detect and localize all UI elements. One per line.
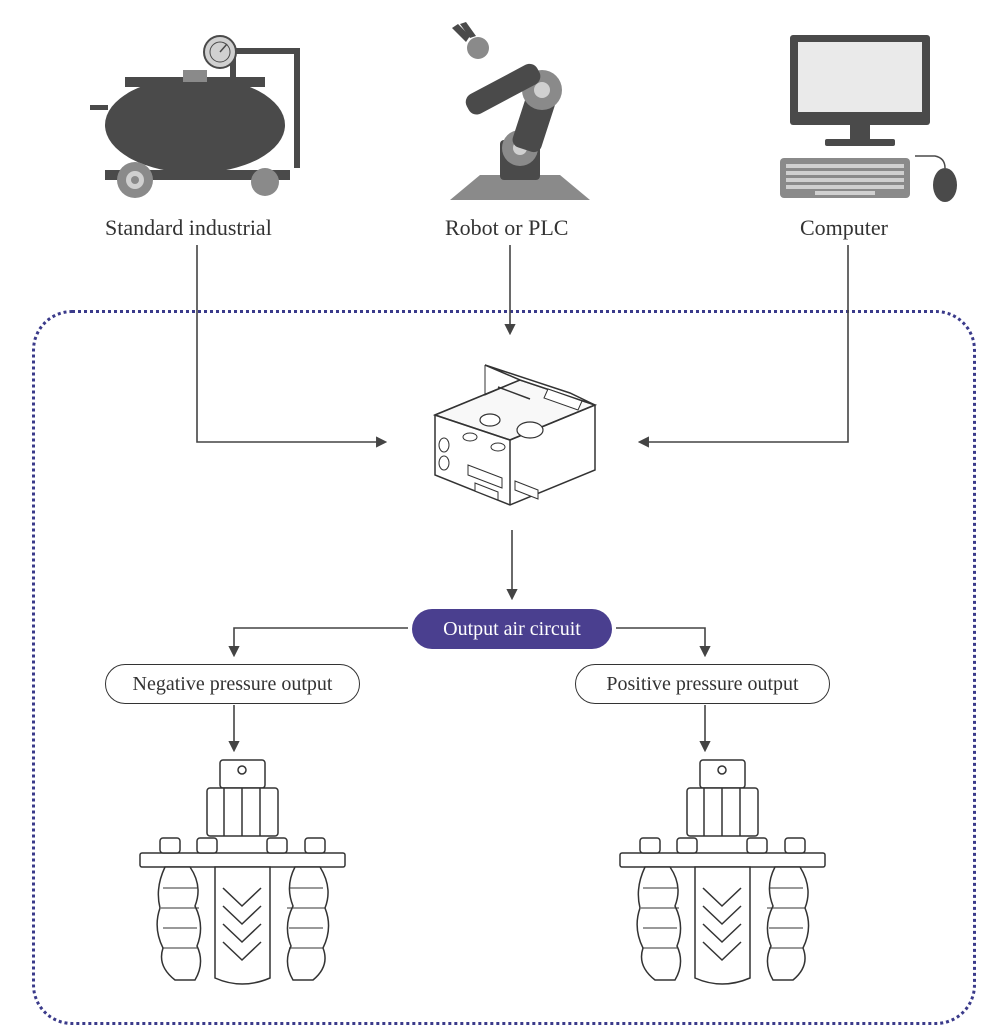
output-air-circuit-label: Output air circuit [443,618,581,641]
positive-pressure-pill: Positive pressure output [575,664,830,704]
gripper-left-icon [135,758,350,988]
negative-pressure-pill: Negative pressure output [105,664,360,704]
gripper-right-icon [615,758,830,988]
negative-pressure-label: Negative pressure output [133,673,333,696]
controller-icon [420,355,610,515]
diagram-canvas: Standard industrial Robot or PLC [0,0,1008,1036]
compressor-label: Standard industrial [105,215,272,241]
robot-label: Robot or PLC [445,215,568,241]
computer-label: Computer [800,215,888,241]
robot-icon [430,20,610,205]
positive-pressure-label: Positive pressure output [606,673,798,696]
output-air-circuit-pill: Output air circuit [412,609,612,649]
computer-icon [770,30,970,205]
compressor-icon [80,30,320,200]
